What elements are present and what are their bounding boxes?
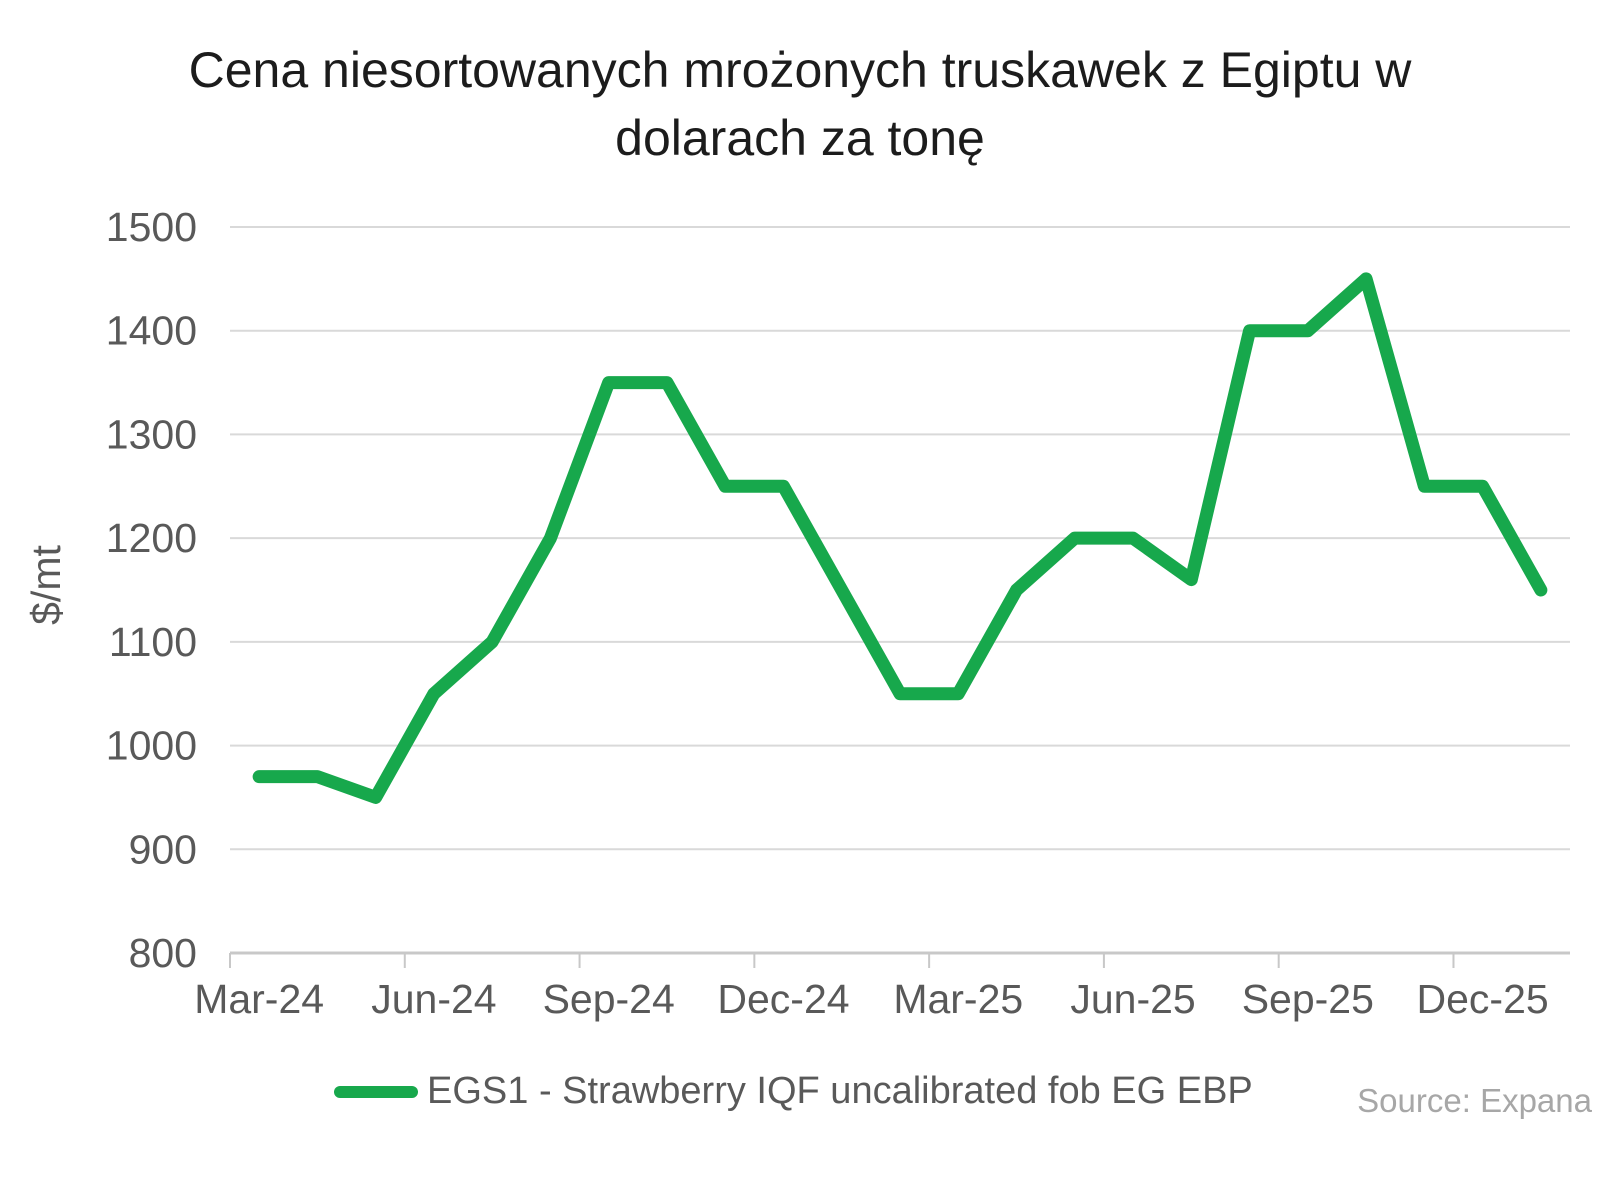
legend: EGS1 - Strawberry IQF uncalibrated fob E… (334, 1070, 1253, 1113)
y-tick-label: 800 (129, 930, 197, 976)
chart-title-line1: Cena niesortowanych mrożonych truskawek … (188, 42, 1412, 98)
y-tick-label: 1500 (106, 204, 197, 250)
legend-series-label: EGS1 - Strawberry IQF uncalibrated fob E… (427, 1070, 1253, 1112)
x-tick-label: Sep-24 (543, 976, 675, 1022)
x-tick-label: Mar-25 (893, 976, 1023, 1022)
x-tick-label: Jun-24 (371, 976, 496, 1022)
y-tick-label: 1300 (106, 411, 197, 457)
chart-title-line2: dolarach za tonę (615, 110, 985, 166)
legend-line-swatch (334, 1085, 418, 1098)
series-line (252, 272, 1548, 804)
x-tick-label: Mar-24 (194, 976, 324, 1022)
source-attribution: Source: Expana (1357, 1082, 1592, 1119)
x-tick-label: Dec-25 (1417, 976, 1549, 1022)
y-tick-label: 1200 (106, 515, 197, 561)
y-tick-label: 900 (129, 826, 197, 872)
chart-title: Cena niesortowanych mrożonych truskawek … (0, 36, 1600, 172)
x-tick-label: Jun-25 (1070, 976, 1195, 1022)
x-tick-label: Dec-24 (717, 976, 849, 1022)
y-tick-label: 1000 (106, 723, 197, 769)
y-tick-label: 1400 (106, 308, 197, 354)
x-tick-label: Sep-25 (1242, 976, 1374, 1022)
y-tick-label: 1100 (109, 619, 197, 665)
y-axis-title: $/mt (23, 545, 69, 625)
